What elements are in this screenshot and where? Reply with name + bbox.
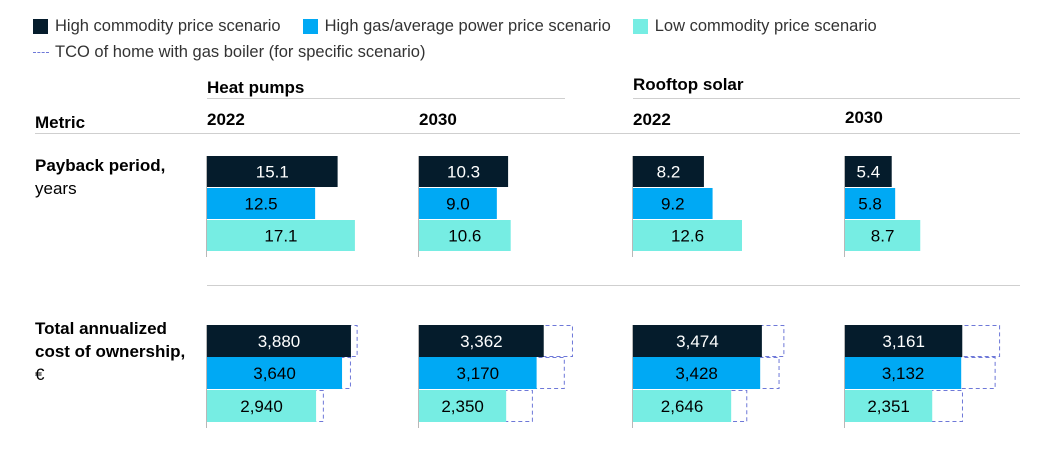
metric-tco-unit: € <box>35 365 45 384</box>
payback-bar-hp-2022-low-commodity <box>207 220 355 251</box>
payback-label-rs-2030-high-commodity: 5.4 <box>857 163 881 182</box>
legend-item-high-commodity: High commodity price scenario <box>33 17 281 36</box>
heat-pumps-rule <box>207 98 565 99</box>
payback-bar-hp-2022-high-gas <box>207 188 316 219</box>
tco-bar-rs-2030-low-commodity <box>845 390 933 422</box>
payback-label-hp-2022-high-commodity: 15.1 <box>256 163 289 182</box>
tco-label-rs-2030-high-gas: 3,132 <box>882 364 925 383</box>
metric-tco-title-2: cost of ownership, <box>35 342 186 361</box>
rooftop-solar-rule <box>633 98 1020 99</box>
payback-bar-hp-2022-high-commodity <box>207 156 338 187</box>
payback-bar-rs-2030-low-commodity <box>845 220 921 251</box>
tco-label-rs-2030-high-commodity: 3,161 <box>882 332 925 351</box>
payback-label-hp-2030-high-gas: 9.0 <box>446 195 470 214</box>
tco-bar-hp-2022-low-commodity <box>207 390 317 422</box>
legend-swatch-low-commodity <box>632 19 648 34</box>
legend-label-high-commodity: High commodity price scenario <box>55 17 281 35</box>
tco-label-hp-2030-low-commodity: 2,350 <box>441 397 484 416</box>
tco-label-hp-2022-high-commodity: 3,880 <box>258 332 301 351</box>
year-header-rs-2030: 2030 <box>845 108 883 127</box>
tco-label-hp-2030-high-commodity: 3,362 <box>460 332 503 351</box>
metric-payback-title: Payback period, <box>35 156 166 175</box>
payback-label-rs-2022-high-gas: 9.2 <box>661 195 685 214</box>
tco-bar-rs-2022-high-gas <box>633 357 761 389</box>
tco-bar-hp-2022-high-gas <box>207 357 343 389</box>
legend-swatch-high-commodity <box>33 19 48 34</box>
year-header-hp-2030: 2030 <box>419 110 457 129</box>
payback-label-hp-2022-low-commodity: 17.1 <box>264 227 297 246</box>
payback-label-rs-2030-low-commodity: 8.7 <box>871 227 895 246</box>
payback-bar-hp-2030-high-gas <box>419 188 497 219</box>
tco-bar-rs-2030-high-commodity <box>845 325 963 357</box>
payback-label-rs-2022-high-commodity: 8.2 <box>657 163 681 182</box>
metric-payback: Payback period, years <box>35 154 165 200</box>
tco-bar-hp-2030-low-commodity <box>419 390 507 422</box>
rooftop-solar-header: Rooftop solar <box>633 75 744 94</box>
legend-row-2: TCO of home with gas boiler (for specifi… <box>33 43 447 62</box>
tco-label-rs-2022-high-gas: 3,428 <box>675 364 718 383</box>
tco-label-rs-2030-low-commodity: 2,351 <box>867 397 910 416</box>
payback-bar-rs-2022-high-gas <box>633 188 713 219</box>
payback-label-rs-2030-high-gas: 5.8 <box>858 195 882 214</box>
legend: High commodity price scenario High gas/a… <box>33 17 899 36</box>
tco-label-rs-2022-low-commodity: 2,646 <box>661 397 704 416</box>
tco-bar-hp-2030-high-gas <box>419 357 537 389</box>
tco-label-hp-2022-low-commodity: 2,940 <box>240 397 283 416</box>
legend-item-tco-gas: TCO of home with gas boiler (for specifi… <box>33 43 425 62</box>
legend-swatch-high-gas <box>302 19 318 34</box>
tco-label-hp-2030-high-gas: 3,170 <box>457 364 500 383</box>
year-header-rs-2022: 2022 <box>633 110 671 129</box>
tco-bar-rs-2030-high-gas <box>845 357 962 389</box>
tco-bar-hp-2030-high-commodity <box>419 325 544 357</box>
legend-item-low-commodity: Low commodity price scenario <box>632 17 877 36</box>
legend-label-tco-gas: TCO of home with gas boiler (for specifi… <box>55 43 426 61</box>
payback-bar-hp-2030-low-commodity <box>419 220 511 251</box>
payback-bar-rs-2030-high-gas <box>845 188 896 219</box>
section-rule <box>207 285 1020 286</box>
metric-tco-title-1: Total annualized <box>35 319 167 338</box>
legend-label-low-commodity: Low commodity price scenario <box>654 17 877 35</box>
payback-bar-hp-2030-high-commodity <box>419 156 509 187</box>
tco-bar-hp-2022-high-commodity <box>207 325 351 357</box>
legend-item-high-gas: High gas/average power price scenario <box>302 17 611 36</box>
metric-payback-unit: years <box>35 179 77 198</box>
tco-bar-rs-2022-low-commodity <box>633 390 732 422</box>
tco-label-rs-2022-high-commodity: 3,474 <box>676 332 719 351</box>
payback-bar-rs-2030-high-commodity <box>845 156 892 187</box>
legend-swatch-tco-gas <box>33 52 49 53</box>
payback-label-rs-2022-low-commodity: 12.6 <box>671 227 704 246</box>
header-rule <box>35 133 1020 134</box>
legend-label-high-gas: High gas/average power price scenario <box>324 17 611 35</box>
year-header-hp-2022: 2022 <box>207 110 245 129</box>
payback-label-hp-2030-low-commodity: 10.6 <box>448 227 481 246</box>
payback-label-hp-2030-high-commodity: 10.3 <box>447 163 480 182</box>
heat-pumps-header: Heat pumps <box>207 78 305 97</box>
tco-label-hp-2022-high-gas: 3,640 <box>253 364 296 383</box>
payback-label-hp-2022-high-gas: 12.5 <box>245 195 278 214</box>
payback-bar-rs-2022-high-commodity <box>633 156 704 187</box>
metric-tco: Total annualized cost of ownership, € <box>35 317 185 386</box>
payback-bar-rs-2022-low-commodity <box>633 220 742 251</box>
tco-bar-rs-2022-high-commodity <box>633 325 762 357</box>
metric-header: Metric <box>35 113 86 132</box>
